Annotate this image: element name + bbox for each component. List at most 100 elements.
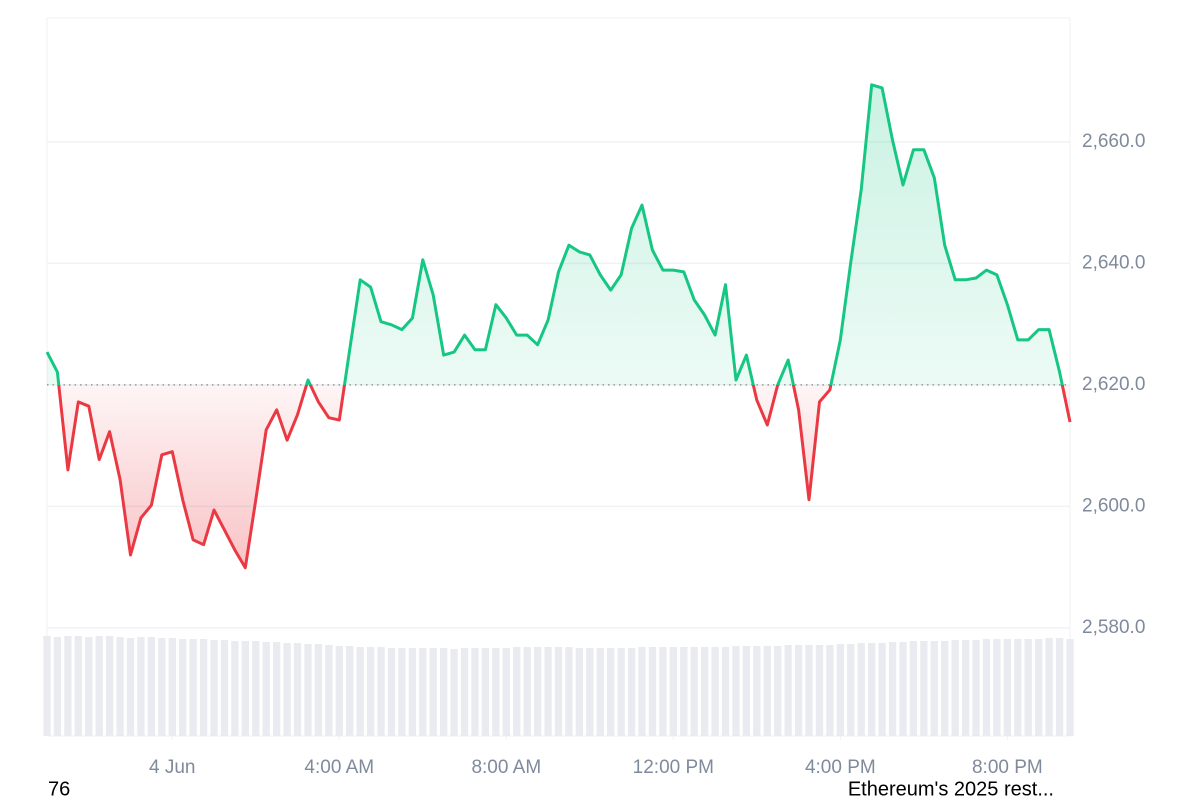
- volume-bar: [262, 642, 270, 736]
- volume-bar: [377, 647, 385, 736]
- volume-bar: [366, 647, 375, 736]
- volume-bar: [189, 639, 197, 736]
- x-tick-label: 8:00 AM: [471, 757, 541, 778]
- y-tick-label: 2,600.0: [1082, 495, 1145, 516]
- volume-bar: [690, 647, 698, 736]
- volume-bar: [888, 642, 897, 736]
- volume-bar: [137, 637, 145, 736]
- volume-bar: [721, 647, 730, 736]
- volume-bar: [481, 648, 490, 736]
- volume-bar: [680, 647, 688, 736]
- price-line: [45, 83, 1072, 570]
- y-tick-label: 2,580.0: [1082, 617, 1145, 638]
- volume-bar: [700, 647, 709, 736]
- volume-bar: [554, 647, 563, 736]
- footer-left: 76: [48, 778, 70, 800]
- volume-bar: [972, 640, 980, 736]
- volume-bar: [638, 647, 646, 736]
- volume-bar: [419, 648, 427, 736]
- volume-bar: [231, 641, 239, 736]
- volume-bar: [899, 642, 907, 736]
- volume-bar: [575, 648, 584, 736]
- volume-bar: [1024, 639, 1032, 736]
- volume-bar: [523, 647, 531, 736]
- volume-bar: [168, 638, 176, 736]
- volume-bar: [179, 639, 187, 736]
- volume-bar: [293, 643, 302, 736]
- volume-bar: [356, 647, 364, 736]
- x-tick-label: 12:00 PM: [633, 757, 714, 778]
- y-tick-label: 2,640.0: [1082, 252, 1145, 273]
- volume-bar: [147, 637, 156, 736]
- volume-bar: [920, 641, 928, 736]
- volume-bar: [74, 636, 82, 736]
- volume-bar: [982, 639, 991, 736]
- volume-bar: [753, 646, 761, 736]
- volume-bar: [1003, 639, 1012, 736]
- volume-bar: [607, 648, 615, 736]
- volume-bar: [836, 644, 845, 736]
- volume-bar: [241, 641, 249, 736]
- volume-bar: [857, 643, 865, 736]
- volume-bar: [440, 648, 448, 736]
- volume-bar: [43, 636, 51, 736]
- price-area: [47, 84, 1070, 568]
- volume-bar: [95, 636, 103, 736]
- volume-bar: [220, 640, 229, 736]
- volume-bar: [450, 649, 458, 736]
- volume-bar: [868, 643, 876, 736]
- volume-bar: [492, 648, 500, 736]
- volume-bar: [763, 646, 771, 736]
- volume-bar: [314, 644, 323, 736]
- volume-bar: [158, 638, 166, 736]
- volume-bar: [335, 646, 343, 736]
- volume-bar: [85, 637, 93, 736]
- volume-bar: [1055, 638, 1064, 736]
- volume-bar: [283, 643, 291, 736]
- volume-bar: [64, 636, 72, 736]
- volume-bar: [617, 648, 625, 736]
- volume-bar: [669, 647, 677, 736]
- volume-bar: [784, 645, 792, 736]
- volume-bar: [1066, 639, 1074, 736]
- volume-bar: [805, 645, 813, 736]
- volume-bar: [513, 647, 521, 736]
- volume-bar: [460, 648, 469, 736]
- y-tick-label: 2,660.0: [1082, 131, 1145, 152]
- volume-bar: [1014, 639, 1022, 736]
- volume-bar: [1045, 638, 1053, 736]
- volume-bar: [53, 637, 62, 736]
- volume-bar: [648, 647, 657, 736]
- volume-bar: [565, 647, 573, 736]
- volume-bar: [826, 645, 834, 736]
- volume-bar: [116, 637, 124, 736]
- volume-bar: [711, 647, 719, 736]
- volume-bar: [272, 642, 281, 736]
- volume-bar: [586, 648, 594, 736]
- volume-bar: [387, 648, 396, 736]
- volume-bar: [732, 646, 740, 736]
- x-tick-label: 4:00 AM: [304, 757, 374, 778]
- volume-bar: [408, 648, 417, 736]
- volume-bar: [815, 645, 824, 736]
- volume-bar: [210, 640, 218, 736]
- volume-bar: [304, 644, 312, 736]
- volume-bar: [993, 639, 1001, 736]
- volume-bar: [794, 645, 803, 736]
- volume-bar: [774, 646, 782, 736]
- volume-bar: [627, 648, 636, 736]
- volume-bar: [847, 644, 855, 736]
- volume-bar: [941, 641, 949, 736]
- volume-bar: [1035, 639, 1043, 736]
- volume-bar: [429, 648, 437, 736]
- volume-bar: [471, 648, 479, 736]
- volume-bar: [325, 645, 333, 736]
- x-tick-label: 4:00 PM: [805, 757, 876, 778]
- volume-bar: [199, 639, 208, 736]
- volume-bar: [252, 641, 260, 736]
- volume-bar: [346, 646, 354, 736]
- footer-right: Ethereum's 2025 rest...: [848, 778, 1054, 800]
- volume-bar: [596, 648, 604, 736]
- volume-bar: [533, 647, 542, 736]
